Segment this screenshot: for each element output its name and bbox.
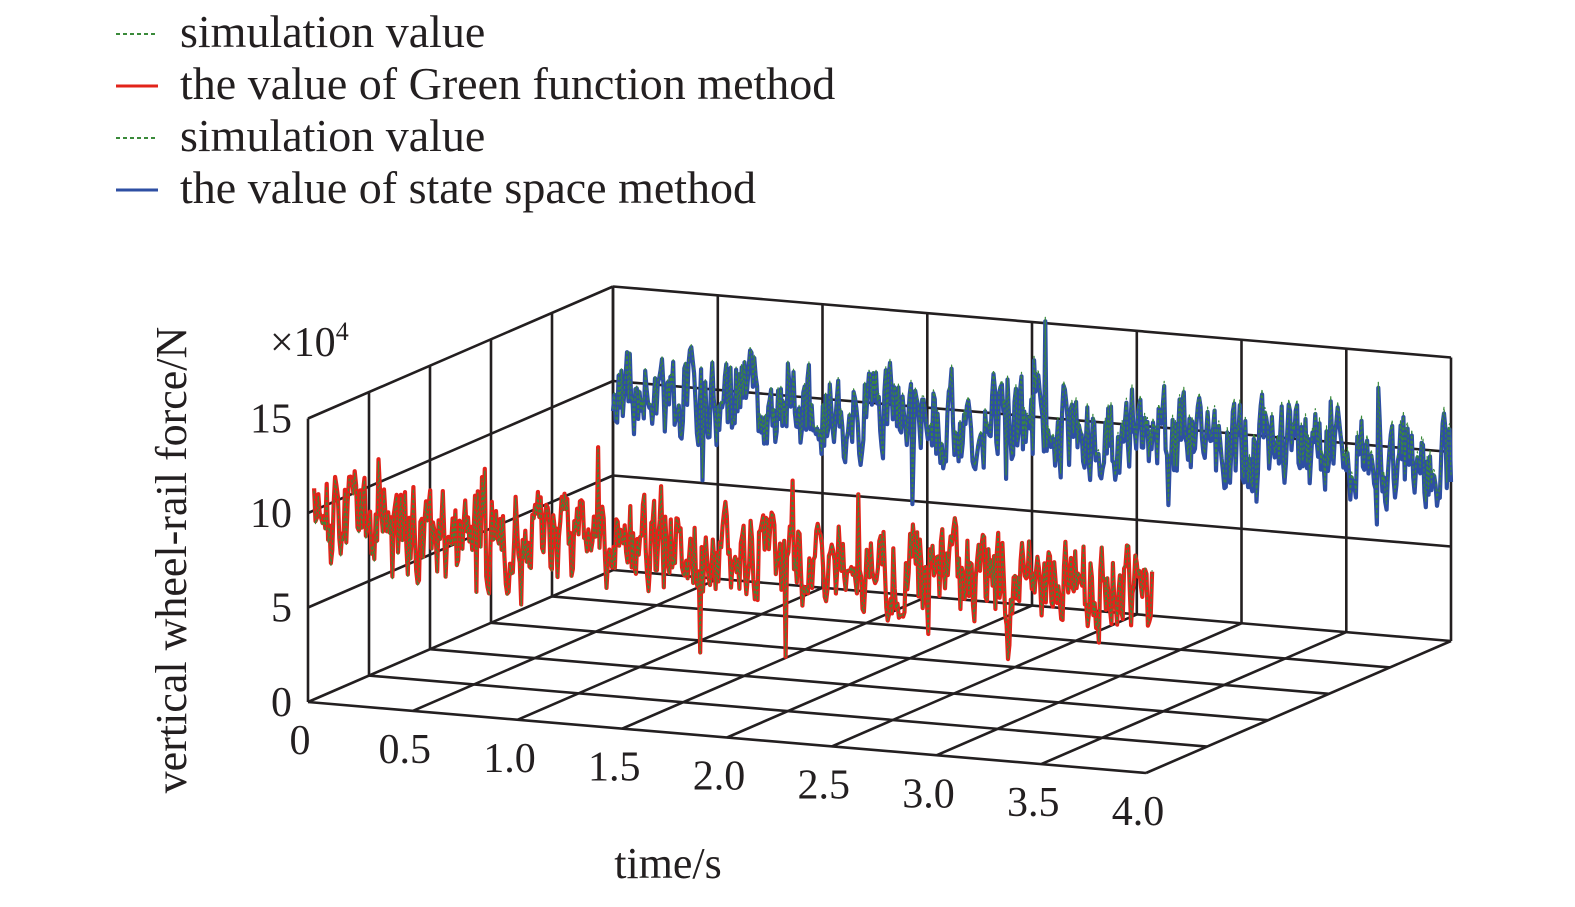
floor-gridline [307,700,1147,775]
y-tick-label: 5 [271,586,292,632]
legend-label: the value of state space method [180,162,756,213]
series-line-simulation-front [313,447,1153,659]
legend-item: simulation value [116,110,485,161]
x-tick-label: 1.5 [588,745,641,791]
y-axis-title: vertical wheel-rail force/N [147,327,196,794]
legend-label: the value of Green function method [180,58,835,109]
x-tick-label: 0 [290,718,311,764]
back-wall-gridline [612,474,1452,548]
floor-gridline [621,595,928,730]
floor-gridline [1145,639,1452,775]
floor-gridline [831,613,1138,748]
y-tick-label: 0 [271,680,292,726]
legend-label: simulation value [180,110,485,161]
floor-gridline [1040,630,1347,766]
y-tick-label: 10 [250,491,292,537]
x-tick-label: 2.0 [693,754,746,800]
grid [306,285,1453,775]
back-wall-gridline [612,285,1452,359]
x-tick-label: 3.0 [902,771,955,817]
y-multiplier: ×104 [270,317,349,366]
floor-gridline [516,586,824,721]
floor-gridline [368,674,1208,748]
series-line-simulation-back [612,316,1452,520]
floor-gridline [726,604,1033,739]
floor-gridline [551,595,1391,669]
y-tick-label: 15 [250,397,292,443]
x-tick-label: 0.5 [379,727,432,773]
floor-gridline [412,577,719,713]
y-ticks: 0 5 10 15 [250,397,292,727]
x-tick-label: 2.5 [798,762,851,808]
floor-gridline [429,647,1269,722]
series-layer [312,316,1454,662]
floor-gridline [490,621,1330,696]
side-wall-gridline [307,285,614,420]
x-tick-label: 1.0 [483,736,536,782]
legend-item: the value of Green function method [116,58,835,109]
x-ticks: 0 0.5 1.0 1.5 2.0 2.5 3.0 3.5 4.0 [290,718,1165,835]
legend: simulation value the value of Green func… [116,6,835,213]
x-tick-label: 4.0 [1112,789,1165,835]
floor-gridline [307,568,614,704]
legend-item: the value of state space method [116,162,756,213]
x-tick-label: 3.5 [1007,780,1060,826]
floor-gridline [935,622,1243,757]
x-axis-title: time/s [614,839,722,888]
legend-label: simulation value [180,6,485,57]
legend-item: simulation value [116,6,485,57]
